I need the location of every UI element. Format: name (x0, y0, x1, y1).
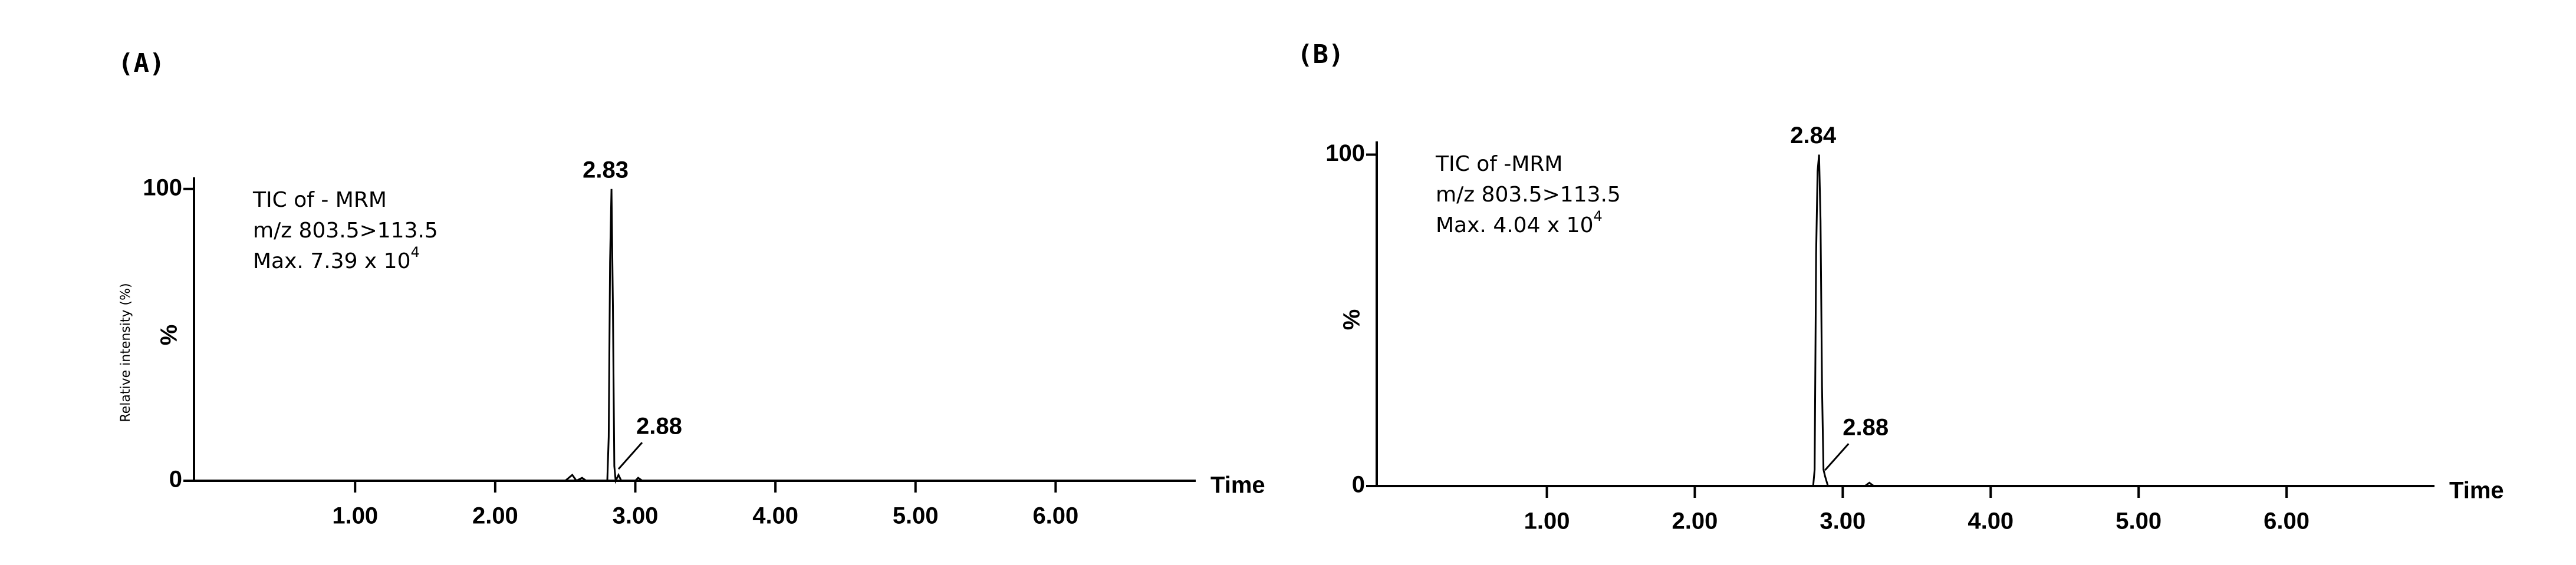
x-tick-label: 3.00 (1820, 508, 1866, 534)
x-tick-label: 2.00 (472, 503, 518, 529)
x-tick-label: 4.00 (752, 503, 798, 529)
x-tick-label: 4.00 (1968, 508, 2014, 534)
x-axis-label: Time (2449, 478, 2504, 504)
trace (1377, 154, 2434, 487)
y-tick-label: 100 (143, 174, 182, 200)
peak-label: 2.83 (583, 157, 629, 183)
annotation-line: Max. 7.39 x 10 (253, 249, 410, 273)
annotation-superscript: 4 (410, 244, 419, 260)
x-tick-label: 6.00 (1032, 503, 1078, 529)
panel-label: (B) (1297, 39, 1344, 70)
y-tick-label: 0 (1352, 472, 1365, 498)
annotation-line: m/z 803.5>113.5 (1436, 183, 1621, 207)
x-tick-label: 5.00 (2116, 508, 2162, 534)
y-axis-label: % (156, 325, 182, 346)
annotation-line: TIC of -MRM (1435, 152, 1562, 176)
x-tick-label: 5.00 (893, 503, 939, 529)
y-tick-label: 100 (1325, 140, 1365, 166)
annotation-superscript: 4 (1593, 208, 1602, 224)
peak-leader (1824, 443, 1850, 471)
x-tick-label: 3.00 (613, 503, 659, 529)
annotation-line: Max. 4.04 x 10 (1436, 213, 1593, 237)
x-tick-label: 1.00 (1524, 508, 1570, 534)
peak-label: 2.88 (636, 414, 682, 440)
trace (194, 189, 1196, 484)
peak-label: 2.88 (1843, 415, 1889, 441)
x-axis-label: Time (1210, 473, 1265, 498)
peak-label: 2.84 (1790, 123, 1837, 148)
x-tick-label: 1.00 (332, 503, 378, 529)
panel-label: (A) (118, 48, 165, 78)
x-tick-label: 6.00 (2264, 508, 2309, 534)
annotation-line: TIC of - MRM (252, 188, 387, 212)
peak-leader (617, 442, 643, 470)
annotation: TIC of - MRM m/z 803.5>113.5 Max. 7.39 x 1… (252, 188, 438, 273)
x-tick-label: 2.00 (1672, 508, 1718, 534)
y-axis-label: % (1339, 309, 1365, 331)
annotation-line: m/z 803.5>113.5 (253, 219, 438, 243)
annotation: TIC of -MRM m/z 803.5>113.5 Max. 4.04 x 10… (1435, 152, 1621, 237)
y-axis-side-label: Relative intensity (%) (119, 283, 133, 422)
y-tick-label: 0 (169, 467, 182, 493)
